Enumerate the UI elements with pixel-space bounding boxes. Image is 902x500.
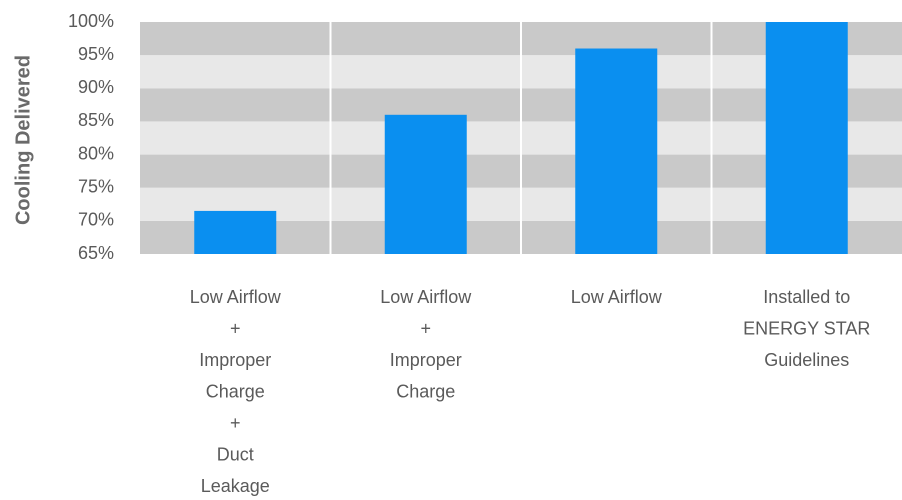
y-tick-label: 70% [78,210,114,230]
x-tick-label: Charge [396,381,455,401]
x-tick-label: Duct [217,444,254,464]
x-tick-label: ENERGY STAR [743,318,870,338]
y-tick-label: 100% [68,11,114,31]
bar [765,22,848,254]
bar [194,210,277,254]
x-tick-label: + [230,413,241,433]
x-tick-label: Improper [199,350,271,370]
y-tick-label: 95% [78,44,114,64]
y-tick-label: 75% [78,176,114,196]
x-tick-label: Charge [206,381,265,401]
x-tick-label: Improper [390,350,462,370]
x-tick-label: + [420,318,431,338]
y-tick-label: 85% [78,110,114,130]
bar [575,48,658,255]
bar [384,114,467,254]
y-tick-label: 65% [78,243,114,263]
x-tick-label: Leakage [201,476,270,496]
x-tick-label: Low Airflow [380,287,472,307]
y-tick-label: 90% [78,77,114,97]
y-axis-label: Cooling Delivered [12,55,34,225]
x-tick-label: + [230,318,241,338]
x-tick-label: Installed to [763,287,850,307]
x-tick-label: Low Airflow [571,287,663,307]
y-tick-label: 80% [78,143,114,163]
x-tick-label: Low Airflow [190,287,282,307]
x-tick-label: Guidelines [764,350,849,370]
